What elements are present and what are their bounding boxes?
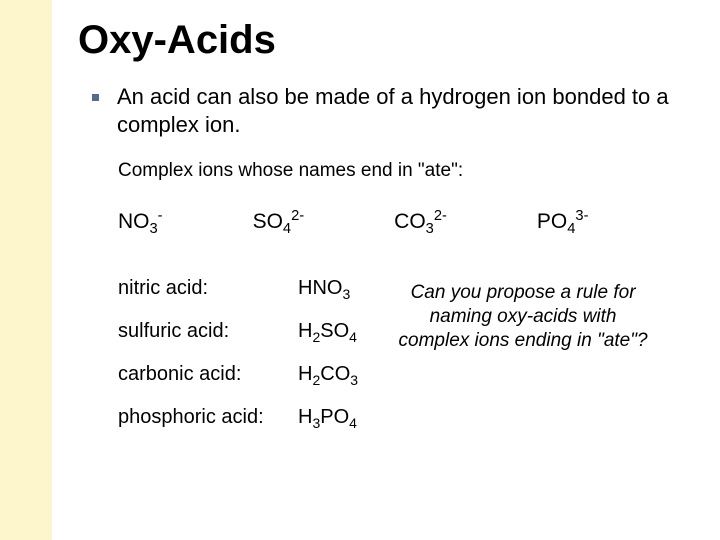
bullet-square-icon bbox=[92, 94, 99, 101]
acid-row: nitric acid: HNO3 bbox=[118, 277, 358, 302]
acid-name: sulfuric acid: bbox=[118, 320, 298, 345]
question-text: Can you propose a rule for naming oxy-ac… bbox=[398, 281, 648, 449]
acid-formula: HNO3 bbox=[298, 277, 350, 302]
acid-formula: H2SO4 bbox=[298, 320, 357, 345]
acid-formula: H3PO4 bbox=[298, 406, 357, 431]
acid-row: phosphoric acid: H3PO4 bbox=[118, 406, 358, 431]
ion-item: SO42- bbox=[253, 208, 305, 237]
ion-item: CO32- bbox=[394, 208, 447, 237]
subheading: Complex ions whose names end in "ate": bbox=[118, 160, 700, 182]
acid-table: nitric acid: HNO3 sulfuric acid: H2SO4 c… bbox=[118, 277, 358, 449]
slide-title: Oxy-Acids bbox=[78, 18, 700, 63]
ion-item: PO43- bbox=[537, 208, 589, 237]
acid-row: sulfuric acid: H2SO4 bbox=[118, 320, 358, 345]
acid-formula: H2CO3 bbox=[298, 363, 358, 388]
acid-name: nitric acid: bbox=[118, 277, 298, 302]
acid-row: carbonic acid: H2CO3 bbox=[118, 363, 358, 388]
acid-name: carbonic acid: bbox=[118, 363, 298, 388]
sidebar-accent bbox=[0, 0, 52, 540]
bullet-row: An acid can also be made of a hydrogen i… bbox=[78, 83, 700, 138]
intro-text: An acid can also be made of a hydrogen i… bbox=[117, 83, 697, 138]
acid-name: phosphoric acid: bbox=[118, 406, 298, 431]
ions-row: NO3- SO42- CO32- PO43- bbox=[118, 208, 700, 237]
slide-content: Oxy-Acids An acid can also be made of a … bbox=[60, 0, 710, 540]
ion-item: NO3- bbox=[118, 208, 163, 237]
lower-section: nitric acid: HNO3 sulfuric acid: H2SO4 c… bbox=[118, 277, 700, 449]
